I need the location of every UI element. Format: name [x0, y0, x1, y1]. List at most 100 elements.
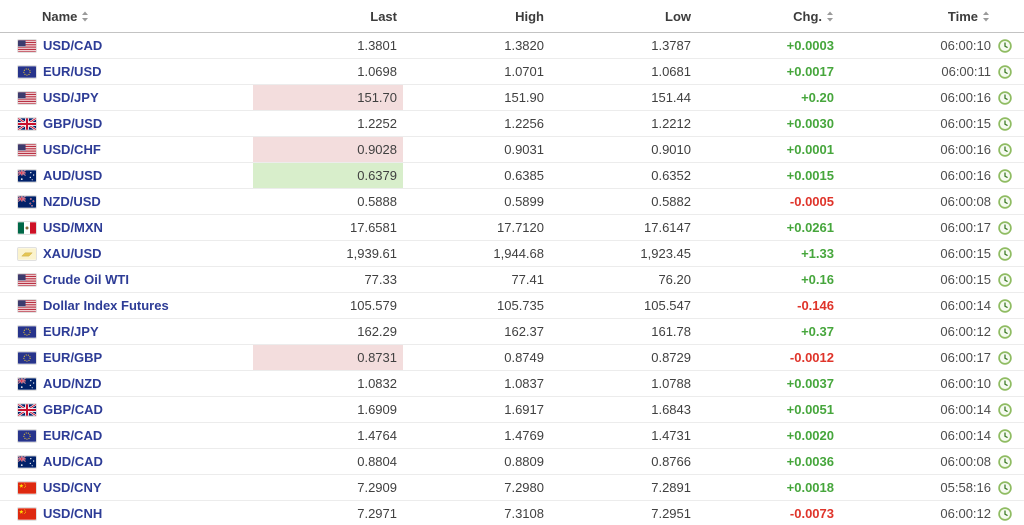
- last-cell: 17.6581: [253, 214, 403, 241]
- pair-link[interactable]: USD/JPY: [43, 90, 99, 105]
- low-cell: 76.20: [550, 266, 697, 293]
- time-cell: 06:00:15: [840, 266, 1024, 293]
- last-cell: 0.9028: [253, 136, 403, 163]
- change-cell: +0.20: [697, 84, 840, 111]
- eu-flag-icon: [18, 429, 36, 442]
- pair-link[interactable]: USD/CNY: [43, 480, 102, 495]
- change-cell: +0.0018: [697, 474, 840, 501]
- table-row: USD/JPY 151.70 151.90 151.44 +0.20 06:00:16: [0, 84, 1024, 111]
- change-cell: +0.0261: [697, 214, 840, 241]
- last-cell: 0.8731: [253, 344, 403, 371]
- eu-flag-icon: [18, 325, 36, 338]
- pair-link[interactable]: Crude Oil WTI: [43, 272, 129, 287]
- pair-link[interactable]: EUR/CAD: [43, 428, 103, 443]
- high-cell: 0.8809: [403, 448, 550, 475]
- time-value: 06:00:16: [940, 168, 991, 183]
- name-cell: USD/CNH: [0, 500, 253, 525]
- pair-link[interactable]: USD/CNH: [43, 506, 103, 521]
- table-row: Crude Oil WTI 77.33 77.41 76.20 +0.16 06:00:1…: [0, 266, 1024, 293]
- clock-icon: [998, 506, 1012, 521]
- time-cell: 06:00:08: [840, 448, 1024, 475]
- time-value: 06:00:17: [940, 220, 991, 235]
- low-cell: 17.6147: [550, 214, 697, 241]
- clock-icon: [998, 246, 1012, 261]
- table-row: GBP/CAD 1.6909 1.6917 1.6843 +0.0051 06:00:14: [0, 396, 1024, 423]
- clock-icon: [998, 454, 1012, 469]
- time-value: 06:00:14: [940, 402, 991, 417]
- pair-link[interactable]: NZD/USD: [43, 194, 101, 209]
- change-cell: -0.146: [697, 292, 840, 319]
- column-header-last: Last: [253, 0, 403, 33]
- low-cell: 0.5882: [550, 188, 697, 215]
- time-cell: 06:00:14: [840, 396, 1024, 423]
- pair-link[interactable]: XAU/USD: [43, 246, 102, 261]
- last-cell: 0.6379: [253, 162, 403, 189]
- pair-link[interactable]: AUD/NZD: [43, 376, 102, 391]
- au-flag-icon: [18, 169, 36, 182]
- sort-icon[interactable]: [81, 11, 89, 22]
- pair-link[interactable]: USD/MXN: [43, 220, 103, 235]
- last-cell: 7.2971: [253, 500, 403, 525]
- time-value: 06:00:15: [940, 116, 991, 131]
- clock-icon: [998, 376, 1012, 391]
- change-cell: +0.0036: [697, 448, 840, 475]
- last-cell: 0.8804: [253, 448, 403, 475]
- change-cell: +0.16: [697, 266, 840, 293]
- table-row: EUR/USD 1.0698 1.0701 1.0681 +0.0017 06:00:11: [0, 58, 1024, 85]
- change-cell: +0.0001: [697, 136, 840, 163]
- last-cell: 151.70: [253, 84, 403, 111]
- low-cell: 1.0788: [550, 370, 697, 397]
- low-cell: 1.6843: [550, 396, 697, 423]
- column-header-time[interactable]: Time: [840, 0, 1024, 33]
- clock-icon: [998, 428, 1012, 443]
- low-cell: 0.8766: [550, 448, 697, 475]
- high-cell: 1.0837: [403, 370, 550, 397]
- last-cell: 1.3801: [253, 32, 403, 59]
- column-header-chg[interactable]: Chg.: [697, 0, 840, 33]
- pair-link[interactable]: EUR/USD: [43, 64, 102, 79]
- last-cell: 0.5888: [253, 188, 403, 215]
- pair-link[interactable]: Dollar Index Futures: [43, 298, 169, 313]
- pair-link[interactable]: EUR/JPY: [43, 324, 99, 339]
- time-value: 06:00:12: [940, 324, 991, 339]
- time-value: 05:58:16: [940, 480, 991, 495]
- sort-icon[interactable]: [982, 11, 990, 22]
- time-cell: 06:00:10: [840, 370, 1024, 397]
- name-cell: NZD/USD: [0, 188, 253, 215]
- last-cell: 162.29: [253, 318, 403, 345]
- us-flag-icon: [18, 143, 36, 156]
- clock-icon: [998, 64, 1012, 79]
- pair-link[interactable]: EUR/GBP: [43, 350, 103, 365]
- time-value: 06:00:17: [940, 350, 991, 365]
- column-header-label: Chg.: [793, 8, 822, 24]
- clock-icon: [998, 220, 1012, 235]
- time-value: 06:00:14: [940, 428, 991, 443]
- gb-flag-icon: [18, 117, 36, 130]
- last-cell: 105.579: [253, 292, 403, 319]
- column-header-name[interactable]: Name: [0, 0, 253, 33]
- name-cell: XAU/USD: [0, 240, 253, 267]
- table-row: EUR/JPY 162.29 162.37 161.78 +0.37 06:00:12: [0, 318, 1024, 345]
- name-cell: USD/JPY: [0, 84, 253, 111]
- pair-link[interactable]: USD/CAD: [43, 38, 103, 53]
- high-cell: 7.2980: [403, 474, 550, 501]
- pair-link[interactable]: AUD/USD: [43, 168, 103, 183]
- pair-link[interactable]: AUD/CAD: [43, 454, 103, 469]
- change-cell: +0.37: [697, 318, 840, 345]
- time-cell: 06:00:16: [840, 162, 1024, 189]
- pair-link[interactable]: USD/CHF: [43, 142, 101, 157]
- eu-flag-icon: [18, 65, 36, 78]
- last-cell: 7.2909: [253, 474, 403, 501]
- pair-link[interactable]: GBP/USD: [43, 116, 103, 131]
- time-cell: 06:00:12: [840, 500, 1024, 525]
- last-cell: 1.0698: [253, 58, 403, 85]
- sort-icon[interactable]: [826, 11, 834, 22]
- last-cell: 1.2252: [253, 110, 403, 137]
- pair-link[interactable]: GBP/CAD: [43, 402, 103, 417]
- low-cell: 0.6352: [550, 162, 697, 189]
- change-cell: +0.0037: [697, 370, 840, 397]
- us-flag-icon: [18, 299, 36, 312]
- low-cell: 1.4731: [550, 422, 697, 449]
- time-cell: 06:00:16: [840, 136, 1024, 163]
